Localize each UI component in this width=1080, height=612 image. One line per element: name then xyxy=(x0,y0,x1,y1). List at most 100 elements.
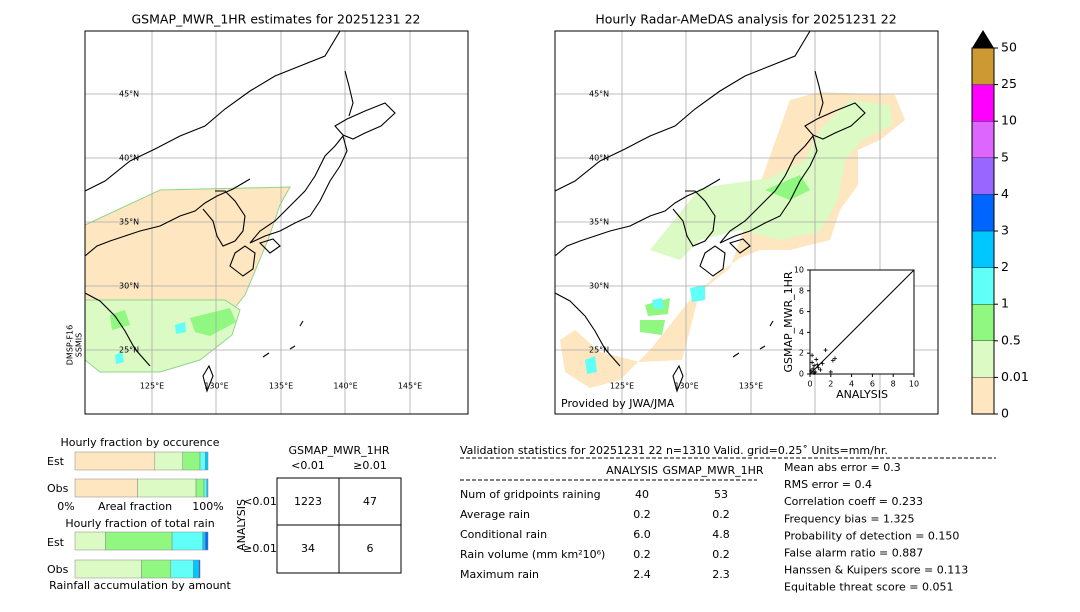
rain-area xyxy=(652,298,664,309)
row-label: Conditional rain xyxy=(460,528,547,541)
lon-label: 130°E xyxy=(204,382,228,391)
colorbar-segment xyxy=(971,121,995,158)
fraction-bar xyxy=(205,531,209,551)
colorbar-label: 5 xyxy=(1001,149,1009,164)
row-label: Obs xyxy=(47,563,69,576)
table-title: GSMAP_MWR_1HR xyxy=(288,444,389,457)
table-cell: 6 xyxy=(367,542,374,555)
stat-value: 40 xyxy=(635,488,649,501)
table-cell: 47 xyxy=(363,495,377,508)
lat-label: 25°N xyxy=(119,346,139,355)
colorbar-label: 2 xyxy=(1001,259,1009,274)
row-label: Maximum rain xyxy=(460,568,539,581)
lat-label: 35°N xyxy=(119,218,139,227)
lat-label: 40°N xyxy=(589,154,609,163)
stat-value: 0.2 xyxy=(712,548,730,561)
lon-label: 135°E xyxy=(739,382,763,391)
colorbar-label: 0 xyxy=(1001,406,1009,421)
colorbar-extend xyxy=(972,30,994,48)
colorbar-segment xyxy=(971,267,995,305)
scatter-point xyxy=(809,368,814,373)
lat-label: 35°N xyxy=(589,218,609,227)
map-border xyxy=(84,30,469,415)
scatter-point xyxy=(812,363,817,368)
table-cell: 1223 xyxy=(294,495,322,508)
stat-value: 0.2 xyxy=(712,508,730,521)
scatter-point xyxy=(820,361,825,366)
scatter-point xyxy=(812,370,817,375)
colorbar-segment xyxy=(971,157,995,195)
score: RMS error = 0.4 xyxy=(784,478,872,491)
scatter-point xyxy=(830,358,835,363)
left-map xyxy=(84,30,469,415)
colorbar-segment xyxy=(971,47,995,85)
fraction-bar xyxy=(74,451,156,471)
score: Correlation coeff = 0.233 xyxy=(784,495,923,508)
row-label: <0.01 xyxy=(243,495,277,508)
stat-value: 2.4 xyxy=(633,568,651,581)
lon-label: 125°E xyxy=(140,382,164,391)
fraction-bar xyxy=(198,559,201,579)
stat-value: 53 xyxy=(714,488,728,501)
row-label: Rain volume (mm km²10⁶) xyxy=(460,548,605,561)
panel-footer: Rainfall accumulation by amount xyxy=(49,579,231,592)
stats-title: Validation statistics for 20251231 22 n=… xyxy=(460,444,888,457)
fraction-bar xyxy=(141,559,172,579)
rain-area xyxy=(650,100,892,260)
stat-value: 2.3 xyxy=(712,568,730,581)
rain-area xyxy=(690,285,705,302)
colorbar-label: 1 xyxy=(1001,296,1009,311)
colorbar-segment xyxy=(971,304,995,341)
scatter-point xyxy=(811,366,816,371)
colorbar-label: 0.01 xyxy=(1001,369,1029,384)
stat-value: 4.8 xyxy=(712,528,730,541)
row-axis-label: ANALYSIS xyxy=(235,499,248,551)
score: Equitable threat score = 0.051 xyxy=(784,581,953,594)
scatter-point xyxy=(818,367,823,372)
rain-area xyxy=(110,310,130,330)
lon-label: 140°E xyxy=(333,382,357,391)
fraction-bar xyxy=(205,451,209,471)
colorbar-segment xyxy=(971,377,995,415)
scatter-point xyxy=(828,369,833,374)
panel-title: Hourly fraction by occurence xyxy=(61,436,220,449)
lat-label: 40°N xyxy=(119,154,139,163)
score: Frequency bias = 1.325 xyxy=(784,512,915,525)
fraction-bar xyxy=(195,478,205,498)
diagonal xyxy=(809,269,915,375)
stat-value: 0.2 xyxy=(633,548,651,561)
fraction-bar xyxy=(202,531,206,551)
fraction-bar xyxy=(170,559,194,579)
colorbar-label: 10 xyxy=(1001,113,1017,128)
axis-label: Areal fraction xyxy=(98,500,172,513)
rain-area xyxy=(190,308,236,336)
y-tick-label: 4 xyxy=(799,328,804,337)
x-tick-label: 4 xyxy=(849,380,854,389)
colorbar-label: 50 xyxy=(1001,40,1017,55)
fraction-bar xyxy=(171,531,203,551)
colorbar-segment xyxy=(971,340,995,378)
lon-label: 135°E xyxy=(269,382,293,391)
scatter-point xyxy=(810,353,815,358)
map-border xyxy=(554,30,939,415)
scatter-point xyxy=(810,360,815,365)
colorbar-segment xyxy=(971,194,995,232)
lon-label: 145°E xyxy=(398,382,422,391)
panel-title: Hourly fraction of total rain xyxy=(65,517,214,530)
row-label: Obs xyxy=(47,482,69,495)
rain-area xyxy=(175,322,186,334)
right-map xyxy=(554,30,939,415)
lon-label: 130°E xyxy=(674,382,698,391)
score: Probability of detection = 0.150 xyxy=(784,529,959,542)
axis-label: 100% xyxy=(192,500,223,513)
fraction-bar xyxy=(74,478,138,498)
scatter-point xyxy=(832,356,837,361)
scatter-point xyxy=(816,365,821,370)
x-axis-label: ANALYSIS xyxy=(836,388,888,401)
map-title: GSMAP_MWR_1HR estimates for 20251231 22 xyxy=(132,12,421,27)
column-header: GSMAP_MWR_1HR xyxy=(662,464,763,477)
row-label: ≥0.01 xyxy=(243,542,277,555)
fraction-bar xyxy=(74,559,142,579)
lat-label: 25°N xyxy=(589,346,609,355)
